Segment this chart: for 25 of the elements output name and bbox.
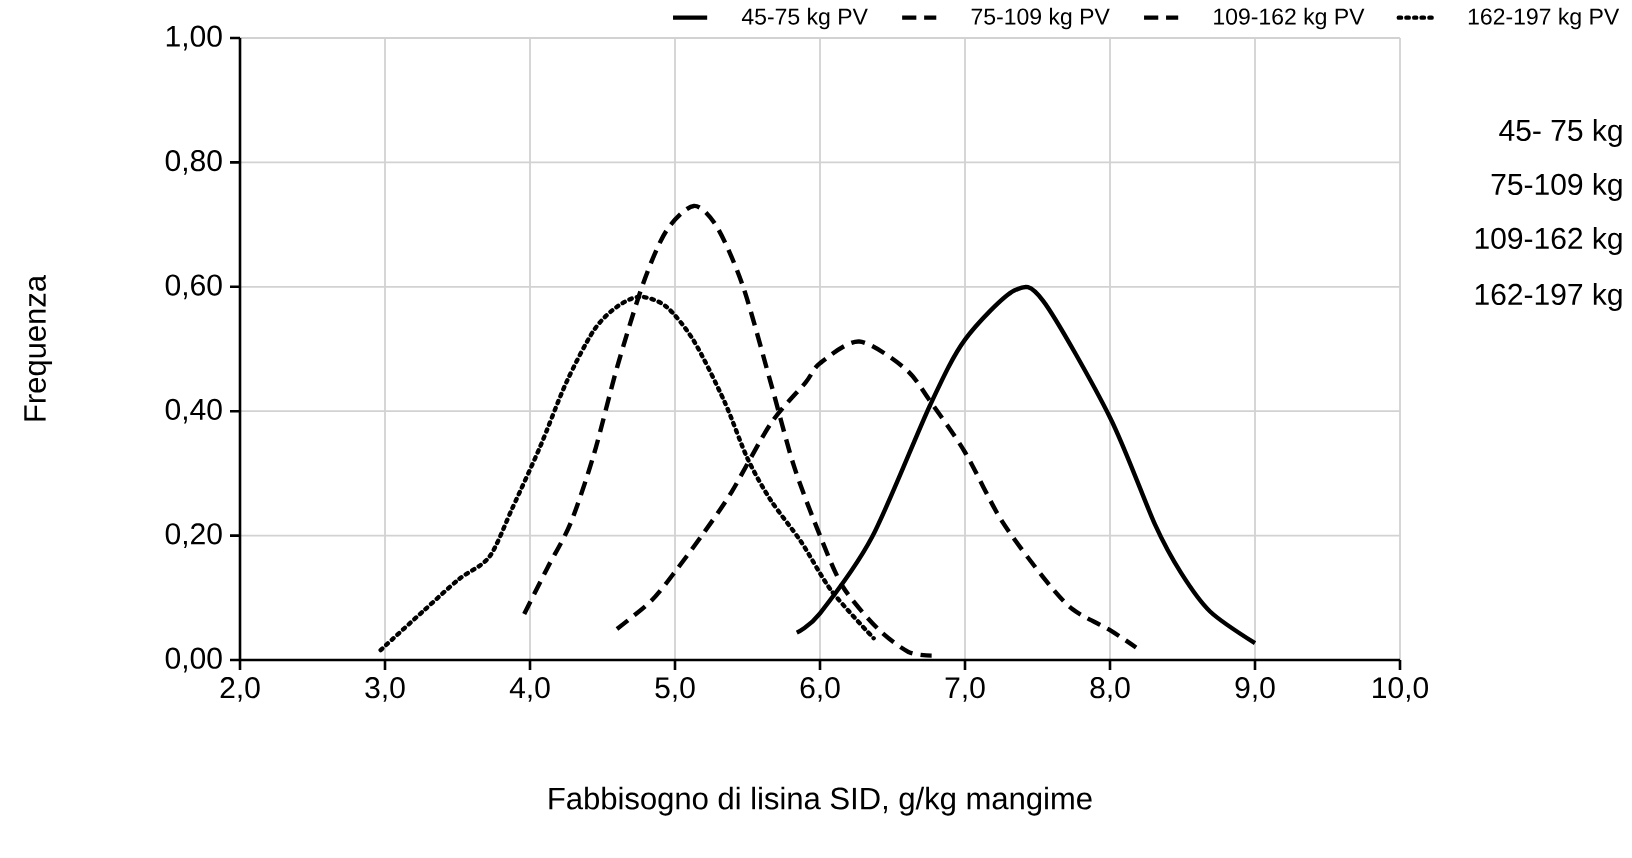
y-tick-label: 0,20 xyxy=(165,523,222,548)
y-tick-label: 1,00 xyxy=(166,25,222,51)
text: 75-109 kg xyxy=(1491,173,1622,201)
legend-label: 45-75 kg PV xyxy=(741,7,868,30)
legend-label: 109-162 kg PV xyxy=(1214,7,1365,30)
x-tick-label: 8,0 xyxy=(1090,677,1130,702)
x-tick-label: 5,0 xyxy=(655,677,695,702)
x-tick-label: 9,0 xyxy=(1235,677,1275,702)
x-tick-label: 10,0 xyxy=(1373,677,1428,702)
x-tick-label: 7,0 xyxy=(945,677,985,702)
y-axis-title: Frequenza xyxy=(24,274,53,421)
y-tick-label: 0,80 xyxy=(165,150,222,175)
y-tick-label: 0,60 xyxy=(165,274,222,300)
y-tick-label: 0,40 xyxy=(165,398,222,424)
text: 162-197 kg xyxy=(1475,283,1622,311)
text: 109-162 kg xyxy=(1475,227,1622,255)
legend-label: 162-197 kg PV xyxy=(1468,7,1620,30)
x-tick-label: 6,0 xyxy=(800,677,840,702)
text: 45- 75 kg xyxy=(1499,119,1622,147)
x-tick-label: 3,0 xyxy=(365,677,405,702)
y-tick-label: 0,00 xyxy=(165,647,222,673)
x-tick-label: 4,0 xyxy=(509,677,550,702)
x-axis-title: Fabbisogno di lisina SID, g/kg mangime xyxy=(549,786,1092,816)
x-tick-label: 2,0 xyxy=(220,677,260,702)
legend-label: 75-109 kg PV xyxy=(971,7,1110,30)
